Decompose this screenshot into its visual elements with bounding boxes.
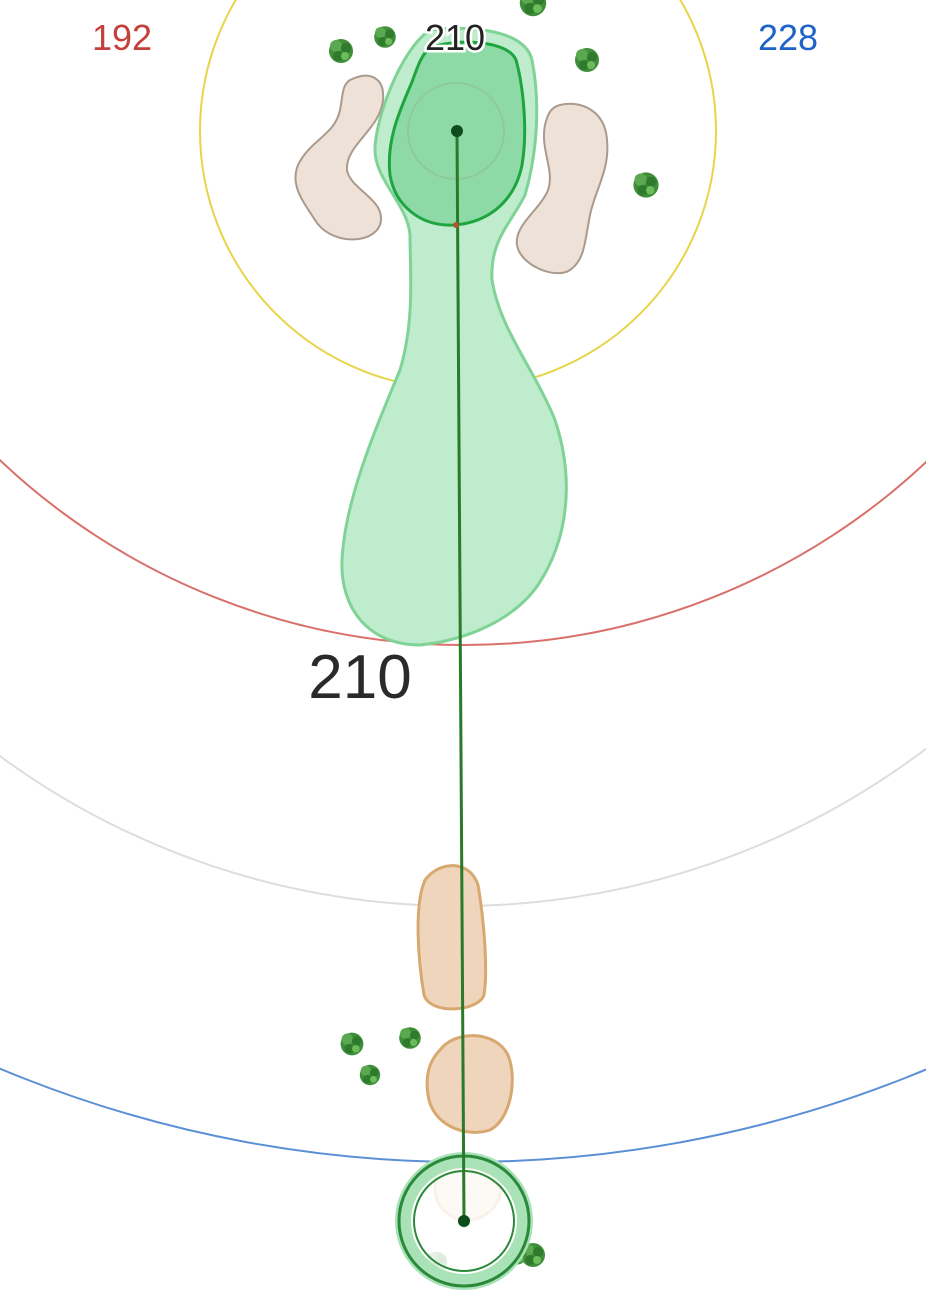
shot-distance-label: 210 xyxy=(308,643,411,712)
player-dot xyxy=(458,1215,470,1227)
green-front-marker xyxy=(453,222,459,228)
front-distance-ring xyxy=(0,458,926,646)
tree-icon xyxy=(329,39,353,63)
tree-icon xyxy=(519,0,547,17)
tree-icon xyxy=(575,48,599,72)
waste-bunker-2 xyxy=(425,1034,514,1134)
center-green-distance: 210 xyxy=(425,17,485,58)
waste-bunker-1 xyxy=(416,864,488,1011)
front-green-distance: 192 xyxy=(92,17,152,58)
tree-icon xyxy=(340,1032,364,1056)
tree-icon xyxy=(633,172,659,198)
tree-icon xyxy=(399,1027,421,1049)
greenside-bunker-left xyxy=(294,74,385,241)
tree-icon xyxy=(374,26,396,48)
greenside-bunker-right xyxy=(515,102,609,275)
shot-line xyxy=(455,130,466,1222)
tree-icon xyxy=(359,1064,381,1086)
back-green-distance: 228 xyxy=(758,17,818,58)
pin-icon[interactable] xyxy=(451,125,463,137)
